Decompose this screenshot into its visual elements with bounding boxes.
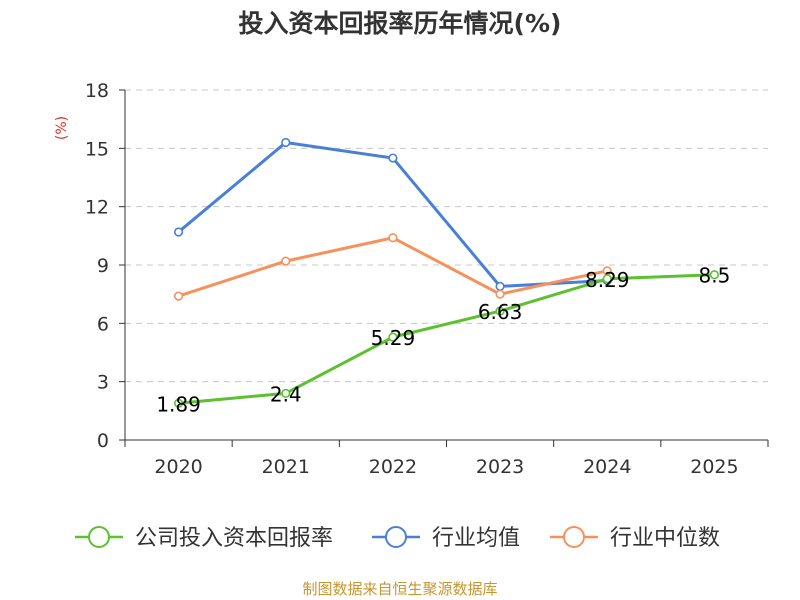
data-label-2022: 5.29 [371, 326, 416, 350]
legend-marker-icon [88, 526, 110, 548]
legend-marker-icon [385, 526, 407, 548]
series-line-0 [178, 273, 715, 405]
series-0-point-2025[interactable] [709, 270, 720, 280]
x-tick-label: 2025 [690, 456, 738, 478]
legend-item-0[interactable]: 公司投入资本回报率 [75, 526, 333, 551]
data-label-2020: 1.89 [156, 392, 201, 416]
series-2-point-2022[interactable] [388, 233, 398, 243]
data-label-2024: 8.29 [585, 268, 630, 292]
series-0-point-2023[interactable] [495, 306, 505, 316]
x-tick-label: 2022 [369, 456, 417, 478]
series-2-point-2023[interactable] [495, 289, 505, 299]
source-footer: 制图数据来自恒生聚源数据库 [302, 580, 498, 598]
series-1-point-2021[interactable] [281, 137, 291, 148]
series-1-point-2022[interactable] [388, 153, 398, 163]
series-2-point-2020[interactable] [173, 291, 184, 301]
data-labels: 1.89 2.4 5.29 6.63 8.29 8.5 [156, 264, 730, 417]
y-tick-label: 15 [85, 138, 109, 160]
legend-marker-icon [563, 526, 585, 548]
series-2-point-2021[interactable] [281, 256, 291, 266]
x-tick-label: 2024 [583, 456, 631, 478]
series-lines [173, 137, 720, 408]
data-label-2025: 8.5 [699, 264, 731, 288]
series-line-2 [178, 236, 608, 298]
x-tick-label: 2021 [262, 456, 310, 478]
series-0-point-2021[interactable] [281, 388, 291, 398]
series-1-point-2020[interactable] [173, 227, 184, 237]
grid-lines [125, 89, 768, 383]
axes: 0 3 6 9 12 15 18 2020 2021 2022 2023 2024 2025 [85, 80, 769, 478]
chart-title: 投入资本回报率历年情况(%) [239, 9, 562, 38]
series-0-point-2022[interactable] [388, 332, 398, 342]
legend-item-1[interactable]: 行业均值 [372, 526, 520, 551]
series-1-point-2023[interactable] [495, 281, 505, 291]
x-tick-label: 2023 [476, 456, 524, 478]
data-label-2023: 6.63 [478, 300, 523, 324]
data-label-2021: 2.4 [270, 382, 302, 406]
y-tick-label: 12 [85, 197, 109, 219]
series-0-point-2024[interactable] [602, 274, 612, 284]
legend-label: 公司投入资本回报率 [135, 526, 333, 551]
y-tick-label: 0 [97, 430, 109, 452]
series-0-point-2020[interactable] [173, 398, 184, 408]
legend-item-2[interactable]: 行业中位数 [550, 526, 720, 551]
legend[interactable]: 公司投入资本回报率 行业均值 行业中位数 [75, 526, 720, 551]
x-tick-label: 2020 [154, 456, 202, 478]
y-axis-label: (%) [54, 116, 70, 140]
legend-label: 行业中位数 [610, 526, 720, 551]
y-tick-label: 18 [85, 80, 109, 102]
legend-label: 行业均值 [432, 526, 520, 551]
y-tick-label: 9 [97, 255, 109, 277]
y-tick-label: 6 [97, 313, 109, 335]
y-tick-label: 3 [97, 372, 109, 394]
